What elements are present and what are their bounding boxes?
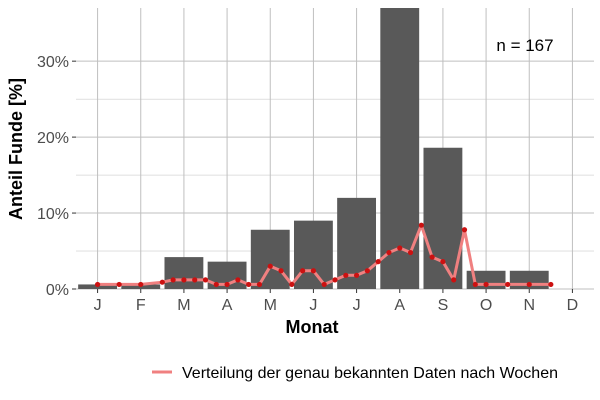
weekly-point-34 — [483, 281, 489, 288]
bar-5 — [250, 229, 290, 289]
x-tick-label: N — [523, 297, 535, 314]
weekly-point-2 — [116, 281, 122, 288]
weekly-point-35 — [505, 281, 511, 288]
weekly-point-7 — [192, 277, 198, 283]
y-tick-label: 0% — [46, 282, 69, 299]
weekly-point-16 — [289, 281, 295, 288]
weekly-point-12 — [246, 281, 252, 288]
bar-8 — [380, 8, 420, 289]
weekly-point-37 — [548, 281, 554, 288]
weekly-point-15 — [278, 268, 284, 274]
weekly-point-26 — [397, 245, 403, 251]
y-tick-label: 30% — [37, 54, 69, 71]
weekly-point-32 — [461, 227, 468, 233]
weekly-point-3 — [138, 281, 144, 288]
weekly-point-28 — [418, 222, 424, 228]
bar-3 — [164, 257, 204, 289]
x-tick-label: A — [394, 297, 405, 314]
x-tick-label: A — [222, 297, 233, 314]
x-tick-label: M — [177, 297, 190, 314]
weekly-point-1 — [94, 281, 101, 288]
x-tick-label: O — [480, 297, 492, 314]
sample-size-annotation: n = 167 — [496, 36, 553, 55]
weekly-point-9 — [213, 281, 219, 288]
weekly-point-31 — [451, 277, 457, 283]
weekly-point-21 — [343, 272, 349, 278]
weekly-point-11 — [235, 277, 241, 283]
weekly-point-22 — [353, 272, 360, 278]
x-tick-label: J — [353, 297, 361, 314]
y-tick-label: 10% — [37, 206, 69, 223]
weekly-points — [94, 222, 554, 288]
x-tick-label: J — [309, 297, 317, 314]
weekly-point-23 — [364, 268, 370, 274]
weekly-point-5 — [170, 277, 176, 283]
weekly-point-30 — [440, 259, 446, 265]
weekly-point-36 — [526, 281, 532, 288]
weekly-point-14 — [267, 263, 273, 269]
legend: Verteilung der genau bekannten Daten nac… — [152, 365, 558, 382]
weekly-point-33 — [472, 281, 478, 288]
x-tick-label: D — [567, 297, 579, 314]
x-tick-label: F — [136, 297, 146, 314]
legend-label: Verteilung der genau bekannten Daten nac… — [182, 365, 558, 382]
y-tick-label: 20% — [37, 130, 69, 147]
x-tick-label: S — [438, 297, 449, 314]
weekly-point-6 — [181, 277, 187, 283]
weekly-point-29 — [429, 254, 435, 260]
weekly-point-20 — [332, 277, 338, 283]
weekly-point-24 — [375, 259, 381, 265]
weekly-point-17 — [300, 268, 306, 274]
x-tick-label: J — [94, 297, 102, 314]
weekly-point-19 — [321, 281, 327, 288]
weekly-point-18 — [310, 268, 317, 274]
weekly-point-27 — [407, 249, 414, 256]
bar-6 — [293, 220, 333, 289]
weekly-point-10 — [224, 281, 230, 288]
y-axis-ticks: 0% 10% 20% 30% — [37, 54, 76, 299]
weekly-point-4 — [159, 279, 165, 285]
weekly-point-25 — [386, 249, 392, 256]
y-axis-title: Anteil Funde [%] — [6, 78, 26, 220]
weekly-point-13 — [256, 281, 263, 288]
x-tick-label: M — [264, 297, 277, 314]
weekly-point-8 — [202, 277, 209, 283]
x-axis-title: Monat — [286, 317, 339, 337]
